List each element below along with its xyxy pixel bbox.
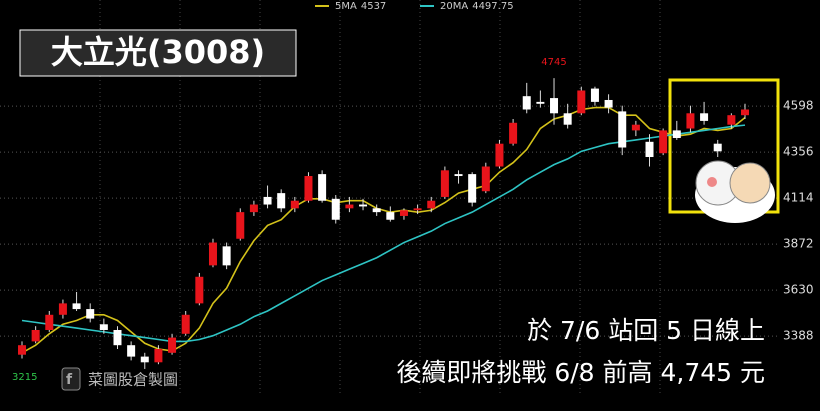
- candle-body: [345, 204, 354, 209]
- watermark: 菜圖股倉製圖: [88, 371, 178, 389]
- candle-body: [86, 309, 95, 319]
- candle-body: [427, 200, 436, 209]
- candle-body: [468, 174, 477, 203]
- title-box: [19, 29, 297, 77]
- y-tick-label: 3388: [783, 329, 814, 343]
- candle-body: [222, 246, 231, 266]
- candle-body: [372, 208, 381, 213]
- candle-body: [386, 212, 395, 220]
- candle-body: [590, 88, 599, 102]
- candle-body: [522, 96, 531, 110]
- y-tick-label: 4114: [783, 191, 814, 205]
- candle-body: [399, 210, 408, 216]
- legend-value: 4497.75: [472, 1, 513, 12]
- candle-body: [304, 176, 313, 201]
- candle-body: [618, 111, 627, 148]
- candle-body: [509, 122, 518, 144]
- candle-body: [413, 208, 422, 211]
- candle-body: [631, 124, 640, 131]
- candle-body: [672, 130, 681, 139]
- legend-label: 20MA: [440, 1, 468, 12]
- candle-body: [31, 329, 40, 342]
- candle-body: [168, 337, 177, 353]
- candle-body: [563, 113, 572, 125]
- candle-body: [290, 200, 299, 209]
- candle-body: [359, 204, 368, 207]
- candle-body: [127, 345, 136, 357]
- candle-body: [604, 99, 613, 108]
- legend-label: 5MA: [335, 1, 357, 12]
- candle-body: [440, 170, 449, 197]
- candle-body: [72, 303, 81, 310]
- candle-body: [536, 101, 545, 104]
- candle-body: [113, 329, 122, 346]
- candle-body: [249, 204, 258, 213]
- y-tick-label: 3630: [783, 283, 814, 297]
- cat-icon: [695, 160, 775, 223]
- low-label: 3215: [12, 372, 37, 383]
- candle-body: [181, 314, 190, 334]
- candle-body: [195, 276, 204, 304]
- candle-body: [331, 198, 340, 220]
- annotation: 後續即將挑戰 6/8 前高 4,745 元: [396, 358, 765, 387]
- candle-body: [550, 98, 559, 114]
- annotation: 於 7/6 站回 5 日線上: [527, 316, 765, 345]
- candle-body: [140, 356, 149, 363]
- candle-body: [18, 345, 26, 355]
- watermark-icon: [61, 367, 81, 391]
- chart-title: 大立光(3008): [51, 33, 265, 71]
- candle-body: [263, 196, 272, 205]
- candle-body: [727, 115, 736, 125]
- candle-body: [741, 109, 749, 116]
- candle-body: [58, 303, 67, 315]
- candle-body: [277, 193, 286, 209]
- candle-body: [577, 90, 586, 114]
- y-tick-label: 3872: [783, 237, 814, 251]
- candle-body: [495, 143, 504, 167]
- high-label: 4745: [541, 57, 566, 68]
- y-tick-label: 4598: [783, 99, 814, 113]
- candle-body: [208, 242, 217, 266]
- candle-body: [454, 174, 463, 177]
- candle-body: [481, 166, 490, 192]
- candle-body: [45, 314, 54, 330]
- y-tick-label: 4356: [783, 145, 814, 159]
- candle-body: [318, 174, 327, 201]
- legend-value: 4537: [361, 1, 386, 12]
- candle-body: [645, 141, 654, 158]
- candle-body: [700, 113, 709, 121]
- candle-body: [713, 143, 722, 152]
- candle-body: [99, 324, 108, 330]
- candle-body: [154, 348, 163, 363]
- candle-body: [686, 113, 695, 129]
- candle-body: [236, 212, 245, 239]
- watermark-f: f: [66, 372, 73, 388]
- candle-body: [659, 130, 668, 154]
